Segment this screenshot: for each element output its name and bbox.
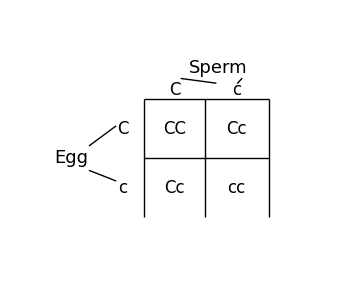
Text: Cc: Cc	[164, 178, 185, 196]
Text: C: C	[117, 119, 128, 137]
Text: Cc: Cc	[226, 119, 247, 137]
Text: Egg: Egg	[55, 149, 89, 167]
Text: c: c	[232, 81, 241, 99]
Text: CC: CC	[163, 119, 186, 137]
Text: cc: cc	[227, 178, 245, 196]
Text: c: c	[118, 178, 127, 196]
Text: C: C	[169, 81, 180, 99]
Text: Sperm: Sperm	[189, 59, 248, 77]
